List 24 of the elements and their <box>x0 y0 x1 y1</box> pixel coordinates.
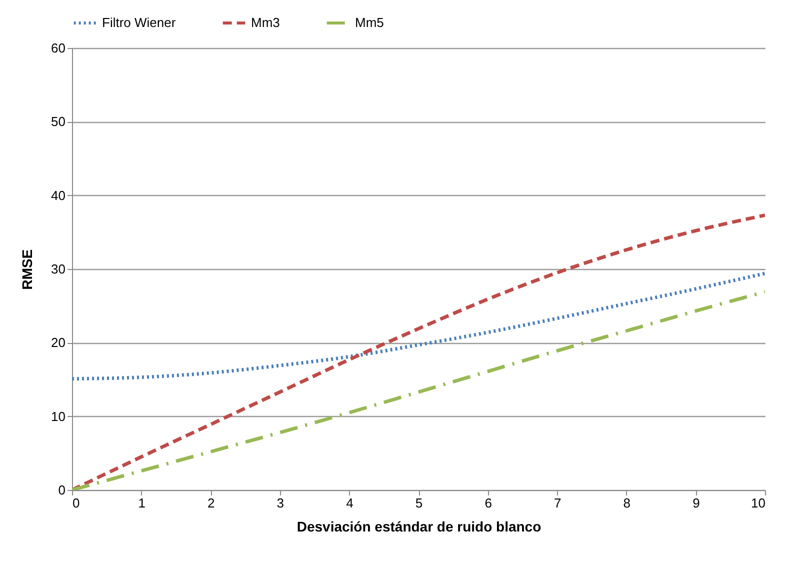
y-axis-title: RMSE <box>19 249 36 290</box>
y-tick-label: 30 <box>51 262 66 276</box>
x-tick-label: 4 <box>346 496 354 510</box>
x-tick-label: 3 <box>276 496 284 510</box>
x-tick-label: 5 <box>415 496 423 510</box>
y-tick-label: 10 <box>51 408 66 424</box>
y-tick-label: 20 <box>51 335 66 350</box>
x-tick-label: 0 <box>72 496 80 510</box>
x-axis-title: Desviación estándar de ruido blanco <box>296 518 542 534</box>
x-tick-label: 9 <box>692 496 700 510</box>
line-series <box>72 272 765 381</box>
y-tick-label: 40 <box>51 188 66 203</box>
x-tick-label: 10 <box>751 496 766 510</box>
x-tick-label: 6 <box>484 496 492 510</box>
legend-label: Mm5 <box>355 15 384 30</box>
y-tick-label: 50 <box>51 114 66 130</box>
legend-label: Mm3 <box>251 15 280 30</box>
x-tick-label: 8 <box>623 496 631 510</box>
x-tick-label: 7 <box>554 496 562 510</box>
y-tick-label: 60 <box>51 40 66 56</box>
legend-label: Filtro Wiener <box>102 15 176 30</box>
x-tick-label: 1 <box>138 496 146 510</box>
y-tick-label: 0 <box>58 482 66 498</box>
x-tick-label: 2 <box>207 496 215 510</box>
